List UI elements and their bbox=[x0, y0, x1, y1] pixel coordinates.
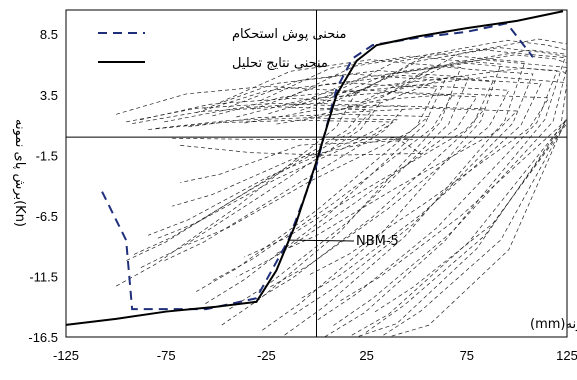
hysteresis-loop-curve bbox=[276, 107, 518, 254]
hysteresis-loop-curve bbox=[148, 119, 390, 236]
y-tick-label: 3.5 bbox=[40, 88, 58, 103]
y-tick-label: -16.5 bbox=[28, 330, 58, 345]
x-axis-ticks: -125 -75 -25 25 75 125 bbox=[53, 348, 577, 363]
x-tick-label: 75 bbox=[460, 348, 474, 363]
hysteresis-loop-curve bbox=[196, 82, 438, 292]
y-tick-label: -11.5 bbox=[29, 269, 58, 284]
chart-series bbox=[65, 10, 564, 326]
hysteresis-loop-curve bbox=[156, 117, 398, 240]
hysteresis-loop-curve bbox=[268, 84, 510, 289]
hysteresis-loop-curve bbox=[348, 47, 568, 338]
envelope-curve-line bbox=[101, 22, 534, 311]
hysteresis-loop-curve bbox=[292, 66, 534, 316]
hysteresis-loop-curve bbox=[332, 59, 568, 327]
hysteresis-loop-curve bbox=[228, 70, 470, 311]
hysteresis-loop-curve bbox=[236, 92, 478, 278]
hysteresis-loop-curve bbox=[139, 98, 382, 269]
annotation-leader-line bbox=[288, 239, 355, 242]
hysteresis-loop-curve bbox=[188, 113, 430, 245]
y-tick-label: -1.5 bbox=[36, 148, 58, 163]
annotation-nbm5: NBM-5 bbox=[356, 234, 399, 249]
hysteresis-loop-curve bbox=[316, 62, 558, 321]
y-axis-ticks: 8.5 3.5 -1.5 -6.5 -11.5 -16.5 bbox=[28, 27, 58, 345]
legend-envelope-label: منحنی پوش استحکام bbox=[232, 27, 347, 42]
hysteresis-loop-curve bbox=[260, 55, 502, 332]
analysis-hysteresis-loops bbox=[115, 38, 568, 338]
hysteresis-loop-curve bbox=[300, 77, 542, 300]
hysteresis-loop-curve bbox=[172, 137, 413, 207]
hysteresis-loop-curve bbox=[115, 85, 358, 287]
hysteresis-loop-curve bbox=[356, 39, 568, 338]
legend-analysis-label: منحنی نتایج تحلیل bbox=[232, 56, 328, 71]
hysteresis-loop-curve bbox=[180, 140, 422, 183]
hysteresis-loop-curve bbox=[131, 106, 374, 256]
hysteresis-loop-curve bbox=[308, 93, 550, 276]
x-axis-label: تغییرمکان بالای نمونه(mm) bbox=[530, 317, 577, 332]
legend: منحنی پوش استحکام منحنی نتایج تحلیل bbox=[98, 27, 347, 71]
y-tick-label: -6.5 bbox=[36, 209, 58, 224]
hysteresis-loop-curve bbox=[284, 53, 526, 336]
hysteresis-loop-curve bbox=[380, 49, 568, 338]
hysteresis-loop-curve bbox=[125, 102, 368, 262]
y-axis-label: برش پای نمونه(Kn) bbox=[12, 119, 27, 227]
y-tick-label: 8.5 bbox=[40, 27, 58, 42]
hysteresis-loop-curve bbox=[220, 59, 462, 327]
x-tick-label: 125 bbox=[556, 348, 577, 363]
hysteresis-loop-curve bbox=[252, 75, 494, 303]
hysteresis-loop-curve bbox=[324, 48, 566, 338]
x-tick-label: -25 bbox=[257, 348, 276, 363]
hysteresis-loop-curve bbox=[212, 89, 454, 281]
x-tick-label: -125 bbox=[53, 348, 79, 363]
x-tick-label: 25 bbox=[359, 348, 373, 363]
analysis-result-line bbox=[65, 10, 564, 326]
hysteresis-loop-curve bbox=[388, 38, 568, 338]
x-tick-label: -75 bbox=[157, 348, 176, 363]
hysteresis-loop-curve bbox=[372, 67, 568, 314]
